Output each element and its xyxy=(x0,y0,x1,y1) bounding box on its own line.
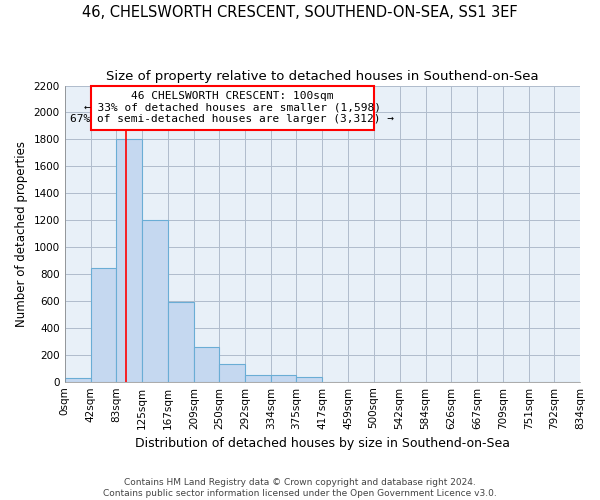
Bar xyxy=(91,268,116,382)
X-axis label: Distribution of detached houses by size in Southend-on-Sea: Distribution of detached houses by size … xyxy=(135,437,510,450)
Bar xyxy=(194,346,219,382)
Y-axis label: Number of detached properties: Number of detached properties xyxy=(15,140,28,326)
Bar xyxy=(142,220,168,382)
Bar xyxy=(296,377,322,382)
Bar xyxy=(271,375,296,382)
Text: 46, CHELSWORTH CRESCENT, SOUTHEND-ON-SEA, SS1 3EF: 46, CHELSWORTH CRESCENT, SOUTHEND-ON-SEA… xyxy=(82,5,518,20)
Bar xyxy=(168,302,194,382)
Text: Contains HM Land Registry data © Crown copyright and database right 2024.
Contai: Contains HM Land Registry data © Crown c… xyxy=(103,478,497,498)
Bar xyxy=(91,86,374,130)
Bar xyxy=(65,378,91,382)
Bar xyxy=(219,364,245,382)
Bar xyxy=(116,140,142,382)
Title: Size of property relative to detached houses in Southend-on-Sea: Size of property relative to detached ho… xyxy=(106,70,539,83)
Text: 46 CHELSWORTH CRESCENT: 100sqm
← 33% of detached houses are smaller (1,598)
67% : 46 CHELSWORTH CRESCENT: 100sqm ← 33% of … xyxy=(70,91,394,124)
Bar xyxy=(245,375,271,382)
